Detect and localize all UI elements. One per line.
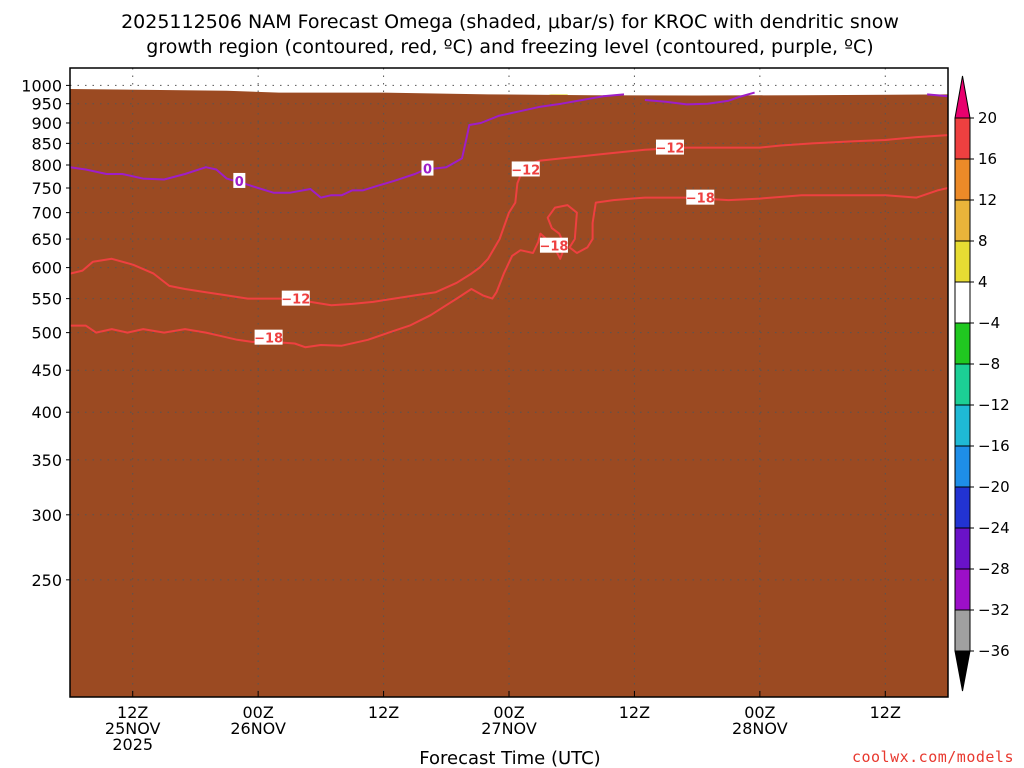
colorbar-bin (954, 404, 971, 447)
x-axis-title: Forecast Time (UTC) (419, 748, 600, 768)
colorbar-bin (954, 527, 971, 570)
y-tick-label: 700 (31, 204, 62, 223)
x-tick-label: 27NOV (481, 719, 537, 738)
y-tick-label: 750 (31, 179, 62, 198)
colorbar-label: −8 (978, 355, 1000, 373)
contour-label: 0 (235, 175, 244, 190)
contour-label: −18 (254, 332, 283, 347)
y-tick-label: 600 (31, 259, 62, 278)
y-tick-label: 550 (31, 290, 62, 309)
colorbar: 20 16 12 8 4 −4 −8 −12 −16 −20 −24 −28 −32 −36 (954, 75, 1010, 692)
x-tick-label: 26NOV (230, 719, 286, 738)
contour-label-background (511, 161, 540, 177)
colorbar-label: −28 (978, 560, 1010, 578)
colorbar-label: 20 (978, 109, 997, 127)
colorbar-label: −20 (978, 478, 1010, 496)
dgz-isotherm-line (70, 187, 948, 349)
colorbar-cap-bottom (954, 650, 971, 692)
chart-title-line-1: 2025112506 NAM Forecast Omega (shaded, μ… (121, 11, 899, 33)
colorbar-bin (954, 363, 971, 406)
x-tick-label: 12Z (117, 703, 148, 722)
contour-label: −12 (655, 142, 684, 157)
x-tick-label: 00Z (493, 703, 524, 722)
contour-label: 0 (423, 163, 432, 178)
contour-label-background (233, 172, 246, 188)
contour-label-background (539, 237, 568, 253)
colorbar-bin (954, 158, 971, 201)
chart-title-line-2: growth region (contoured, red, ºC) and f… (146, 36, 873, 58)
contour-label-background (421, 160, 434, 176)
contour-label: −12 (281, 293, 310, 308)
x-tick-label: 00Z (744, 703, 775, 722)
colorbar-label: −16 (978, 437, 1010, 455)
colorbar-label: −24 (978, 519, 1010, 537)
y-tick-label: 500 (31, 324, 62, 343)
contour-layer (70, 91, 948, 349)
contour-label: −18 (539, 240, 568, 255)
x-tick-label: 25NOV (105, 719, 161, 738)
colorbar-label: 16 (978, 150, 997, 168)
contour-label-background (281, 290, 310, 306)
contour-label-layer: −18 −12 −18 −18 −12 −12 0 0 (233, 139, 715, 347)
colorbar-bin (954, 322, 971, 365)
ground-surface (70, 89, 948, 697)
colorbar-label: −36 (978, 642, 1010, 660)
y-tick-label: 300 (31, 506, 62, 525)
freezing-level-line (70, 93, 625, 199)
y-tick-label: 800 (31, 156, 62, 175)
colorbar-bin (954, 445, 971, 488)
y-tick-label: 450 (31, 361, 62, 380)
x-tick-label: 28NOV (732, 719, 788, 738)
colorbar-bin (954, 568, 971, 611)
x-tick-label: 2025 (112, 735, 153, 754)
contour-label-background (686, 189, 715, 205)
colorbar-bin (954, 486, 971, 529)
y-tick-label: 650 (31, 230, 62, 249)
freezing-level-line (644, 91, 755, 106)
contour-label-background (655, 139, 684, 155)
x-tick-label: 12Z (619, 703, 650, 722)
colorbar-bin (954, 609, 971, 652)
dgz-isotherm-line (70, 134, 948, 307)
contour-label: −12 (511, 163, 540, 178)
contour-label-background (254, 329, 283, 345)
y-tick-label: 1000 (21, 76, 62, 95)
y-tick-label: 400 (31, 403, 62, 422)
colorbar-cap-top (954, 75, 971, 119)
x-tick-label: 00Z (242, 703, 273, 722)
y-tick-label: 950 (31, 95, 62, 114)
colorbar-label: 12 (978, 191, 997, 209)
colorbar-bin (954, 117, 971, 160)
contour-label: −18 (686, 192, 715, 207)
x-tick-label: 12Z (870, 703, 901, 722)
colorbar-label: −12 (978, 396, 1010, 414)
ground-surface-layer (70, 89, 948, 697)
y-axis: 2503003504004505005506006507007508008509… (21, 76, 70, 590)
colorbar-bin (954, 199, 971, 242)
y-tick-label: 350 (31, 451, 62, 470)
colorbar-bin (954, 281, 971, 324)
y-tick-label: 250 (31, 571, 62, 590)
y-tick-label: 850 (31, 134, 62, 153)
colorbar-label: 4 (978, 273, 988, 291)
colorbar-label: 8 (978, 232, 988, 250)
y-tick-label: 900 (31, 114, 62, 133)
source-credit: coolwx.com/models (852, 748, 1014, 766)
colorbar-label: −4 (978, 314, 1000, 332)
colorbar-bin (954, 240, 971, 283)
freezing-level-line (927, 93, 948, 98)
colorbar-label: −32 (978, 601, 1010, 619)
x-tick-label: 12Z (368, 703, 399, 722)
